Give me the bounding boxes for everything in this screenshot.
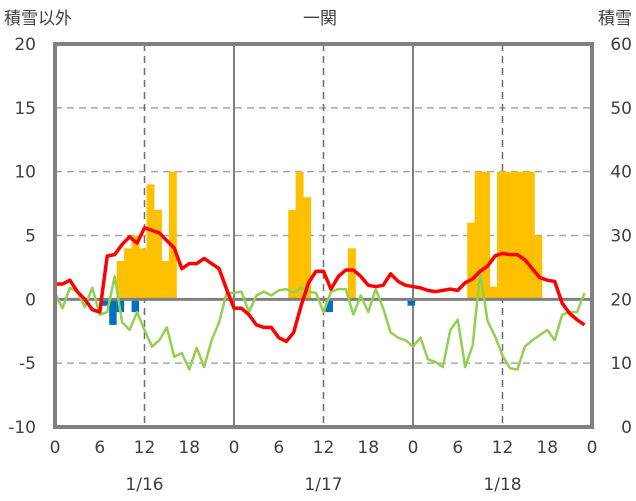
negative-bar <box>131 299 140 313</box>
red-series-line <box>55 226 586 344</box>
date-label: 1/16 <box>125 475 163 495</box>
negative-bar <box>101 299 110 306</box>
precip-bar <box>526 171 535 300</box>
x-tick-label: 0 <box>229 438 240 458</box>
x-tick-label: 0 <box>408 438 419 458</box>
precip-bar <box>497 171 505 300</box>
date-label: 1/17 <box>304 475 342 495</box>
precip-bar <box>519 171 528 300</box>
x-tick-label: 12 <box>313 438 335 458</box>
precip-bar <box>482 171 491 300</box>
y-left-tick-label: -10 <box>8 418 36 438</box>
precip-bar <box>347 248 356 300</box>
precip-bar <box>534 235 543 300</box>
y-right-tick-label: 30 <box>610 227 632 247</box>
y-right-tick-label: 60 <box>610 35 632 55</box>
y-left-tick-label: 5 <box>25 227 36 247</box>
precip-bar <box>489 286 498 300</box>
precip-bar <box>131 235 140 300</box>
date-label: 1/18 <box>483 475 521 495</box>
negative-bar <box>325 299 333 313</box>
x-tick-label: 18 <box>536 438 558 458</box>
precip-bar <box>288 209 297 300</box>
precip-bar <box>153 209 162 300</box>
x-tick-label: 12 <box>134 438 156 458</box>
green-series-line <box>53 271 586 371</box>
x-tick-label: 0 <box>50 438 61 458</box>
precip-bar <box>139 248 147 300</box>
x-tick-label: 18 <box>178 438 200 458</box>
x-tick-label: 6 <box>94 438 105 458</box>
x-tick-label: 6 <box>273 438 284 458</box>
precip-bar <box>504 171 513 300</box>
precip-bar <box>161 261 170 300</box>
x-tick-label: 12 <box>492 438 514 458</box>
y-left-tick-label: -5 <box>19 354 36 374</box>
y-right-tick-label: 20 <box>610 290 632 310</box>
negative-bar <box>109 299 117 325</box>
precip-bar <box>511 171 520 300</box>
y-right-tick-label: 40 <box>610 163 632 183</box>
y-left-tick-label: 15 <box>14 99 36 119</box>
precip-bar <box>303 197 312 300</box>
y-left-tick-label: 20 <box>14 35 36 55</box>
precip-bar <box>146 184 155 300</box>
right-axis-title: 積雪 <box>598 9 632 29</box>
precip-bar <box>116 261 125 300</box>
y-right-tick-label: 50 <box>610 99 632 119</box>
precip-bar <box>295 171 304 300</box>
precip-bar <box>168 171 177 300</box>
precip-bar <box>467 222 476 300</box>
y-right-tick-label: 0 <box>621 418 632 438</box>
precip-bar <box>474 171 483 300</box>
y-left-tick-label: 0 <box>25 290 36 310</box>
x-tick-label: 18 <box>357 438 379 458</box>
left-axis-title: 積雪以外 <box>4 9 72 29</box>
precip-bar <box>124 248 133 300</box>
y-right-tick-label: 10 <box>610 354 632 374</box>
x-tick-label: 6 <box>452 438 463 458</box>
plot-frame <box>53 42 594 429</box>
x-tick-label: 0 <box>587 438 598 458</box>
y-left-tick-label: 10 <box>14 163 36 183</box>
negative-bar <box>407 299 415 306</box>
chart-title: 一関 <box>303 9 337 29</box>
